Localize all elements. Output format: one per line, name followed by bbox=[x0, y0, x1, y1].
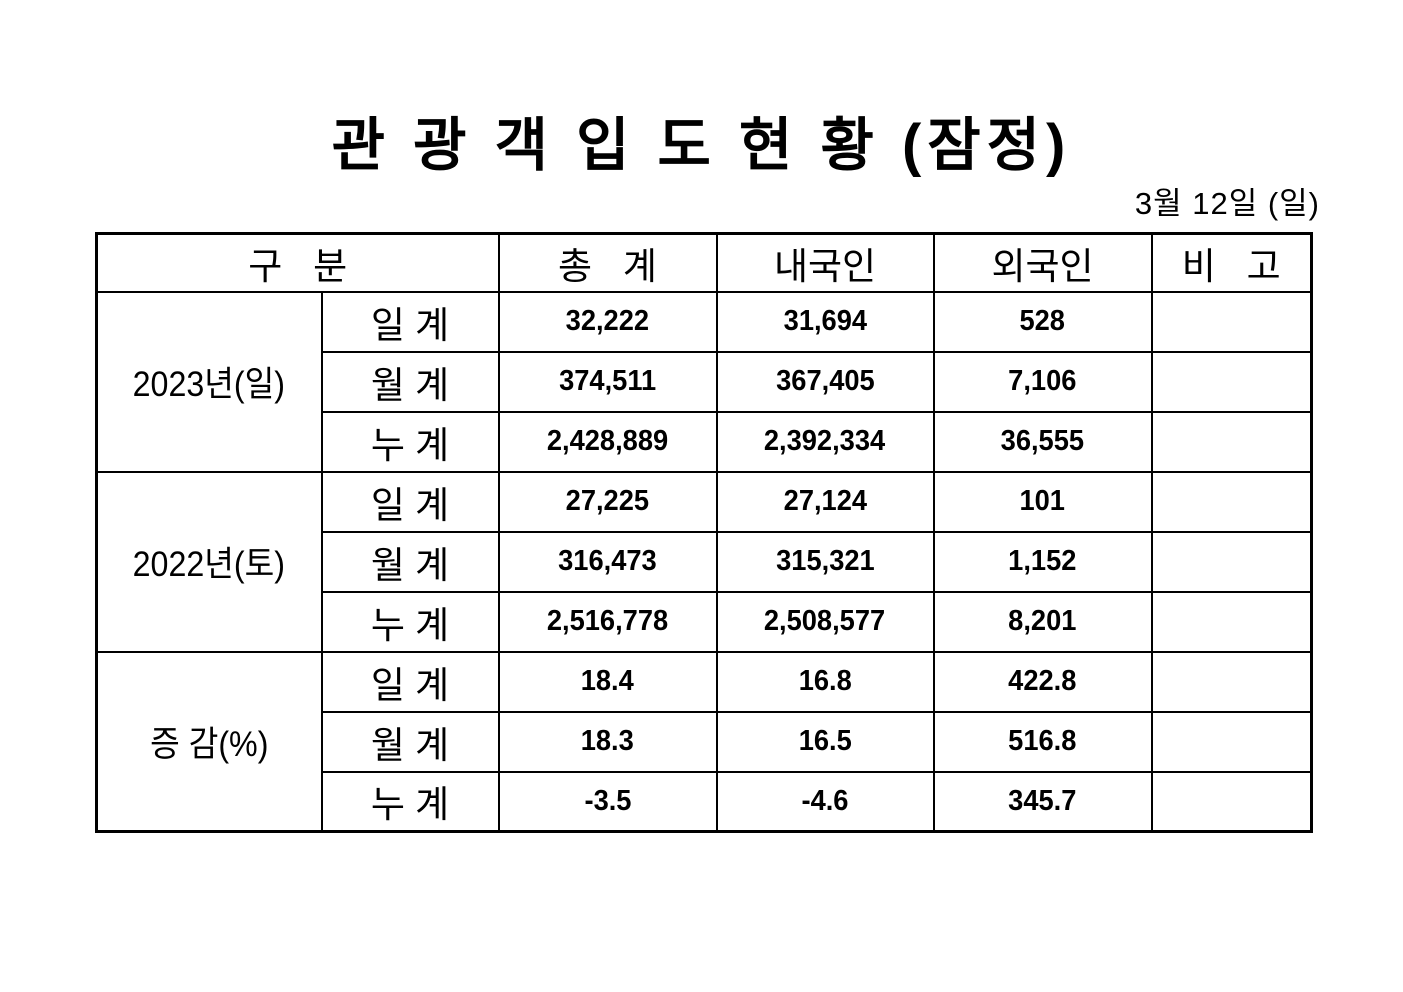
value-foreigner: 7,106 bbox=[932, 350, 1153, 413]
value-domestic: 27,124 bbox=[715, 470, 935, 533]
value-domestic: 16.8 bbox=[715, 650, 935, 713]
value-domestic: -4.6 bbox=[715, 770, 935, 833]
sub-label-daily: 일 계 bbox=[320, 470, 500, 533]
table-row: 누 계 2,516,778 2,508,577 8,201 bbox=[97, 590, 1313, 653]
table-row: 누 계 -3.5 -4.6 345.7 bbox=[97, 770, 1313, 833]
remarks-cell bbox=[1150, 770, 1313, 833]
value-foreigner: 345.7 bbox=[932, 770, 1153, 833]
value-domestic: 31,694 bbox=[715, 290, 935, 353]
sub-label-monthly: 월 계 bbox=[320, 710, 500, 773]
value-foreigner: 516.8 bbox=[932, 710, 1153, 773]
page-title: 관 광 객 입 도 현 황 (잠정) bbox=[331, 113, 1072, 178]
header-total: 총 계 bbox=[497, 232, 718, 293]
header-category: 구 분 bbox=[95, 232, 500, 293]
sub-label-cumulative: 누 계 bbox=[320, 410, 500, 473]
sub-label-cumulative: 누 계 bbox=[320, 590, 500, 653]
value-total: 32,222 bbox=[497, 290, 718, 353]
year-2023-label: 2023년(일) bbox=[133, 365, 286, 404]
remarks-cell bbox=[1150, 650, 1313, 713]
sub-label-daily: 일 계 bbox=[320, 650, 500, 713]
value-total: 2,428,889 bbox=[497, 410, 718, 473]
table-row: 월 계 18.3 16.5 516.8 bbox=[97, 710, 1313, 773]
remarks-cell bbox=[1150, 530, 1313, 593]
header-domestic: 내국인 bbox=[715, 232, 935, 293]
value-total: 374,511 bbox=[497, 350, 718, 413]
sub-label-daily: 일 계 bbox=[320, 290, 500, 353]
table-row: 월 계 374,511 367,405 7,106 bbox=[97, 350, 1313, 413]
value-domestic: 16.5 bbox=[715, 710, 935, 773]
header-foreigner: 외국인 bbox=[932, 232, 1153, 293]
remarks-cell bbox=[1150, 470, 1313, 533]
change-percent-label: 증 감(%) bbox=[150, 724, 269, 764]
value-foreigner: 101 bbox=[932, 470, 1153, 533]
value-foreigner: 422.8 bbox=[932, 650, 1153, 713]
value-total: -3.5 bbox=[497, 770, 718, 833]
sub-label-cumulative: 누 계 bbox=[320, 770, 500, 833]
value-total: 316,473 bbox=[497, 530, 718, 593]
year-2022-label: 2022년(토) bbox=[133, 545, 286, 584]
value-total: 2,516,778 bbox=[497, 590, 718, 653]
sub-label-monthly: 월 계 bbox=[320, 530, 500, 593]
remarks-cell bbox=[1150, 350, 1313, 413]
value-foreigner: 8,201 bbox=[932, 590, 1153, 653]
header-remarks: 비 고 bbox=[1150, 232, 1313, 293]
remarks-cell bbox=[1150, 290, 1313, 353]
value-foreigner: 528 bbox=[932, 290, 1153, 353]
value-total: 27,225 bbox=[497, 470, 718, 533]
table-row: 2023년(일) 일 계 32,222 31,694 528 bbox=[95, 290, 1313, 473]
value-domestic: 315,321 bbox=[715, 530, 935, 593]
year-2023-cell: 2023년(일) bbox=[95, 290, 323, 473]
sub-label-monthly: 월 계 bbox=[320, 350, 500, 413]
year-2022-cell: 2022년(토) bbox=[95, 470, 323, 653]
table-row: 누 계 2,428,889 2,392,334 36,555 bbox=[97, 410, 1313, 473]
table-row: 2022년(토) 일 계 27,225 27,124 101 bbox=[95, 470, 1313, 653]
date-label: 3월 12일 (일) bbox=[1134, 186, 1320, 221]
tourist-arrivals-table: 구 분 총 계 내국인 외국인 비 고 2023년(일) 일 계 32,222 … bbox=[95, 232, 1313, 833]
remarks-cell bbox=[1150, 410, 1313, 473]
value-foreigner: 1,152 bbox=[932, 530, 1153, 593]
value-domestic: 2,392,334 bbox=[715, 410, 935, 473]
remarks-cell bbox=[1150, 590, 1313, 653]
remarks-cell bbox=[1150, 710, 1313, 773]
table-row: 증 감(%) 일 계 18.4 16.8 422.8 bbox=[95, 650, 1313, 833]
table-row: 월 계 316,473 315,321 1,152 bbox=[97, 530, 1313, 593]
value-domestic: 367,405 bbox=[715, 350, 935, 413]
value-foreigner: 36,555 bbox=[932, 410, 1153, 473]
value-domestic: 2,508,577 bbox=[715, 590, 935, 653]
value-total: 18.3 bbox=[497, 710, 718, 773]
header-row: 구 분 총 계 내국인 외국인 비 고 bbox=[95, 232, 1313, 293]
value-total: 18.4 bbox=[497, 650, 718, 713]
change-percent-cell: 증 감(%) bbox=[95, 650, 323, 833]
